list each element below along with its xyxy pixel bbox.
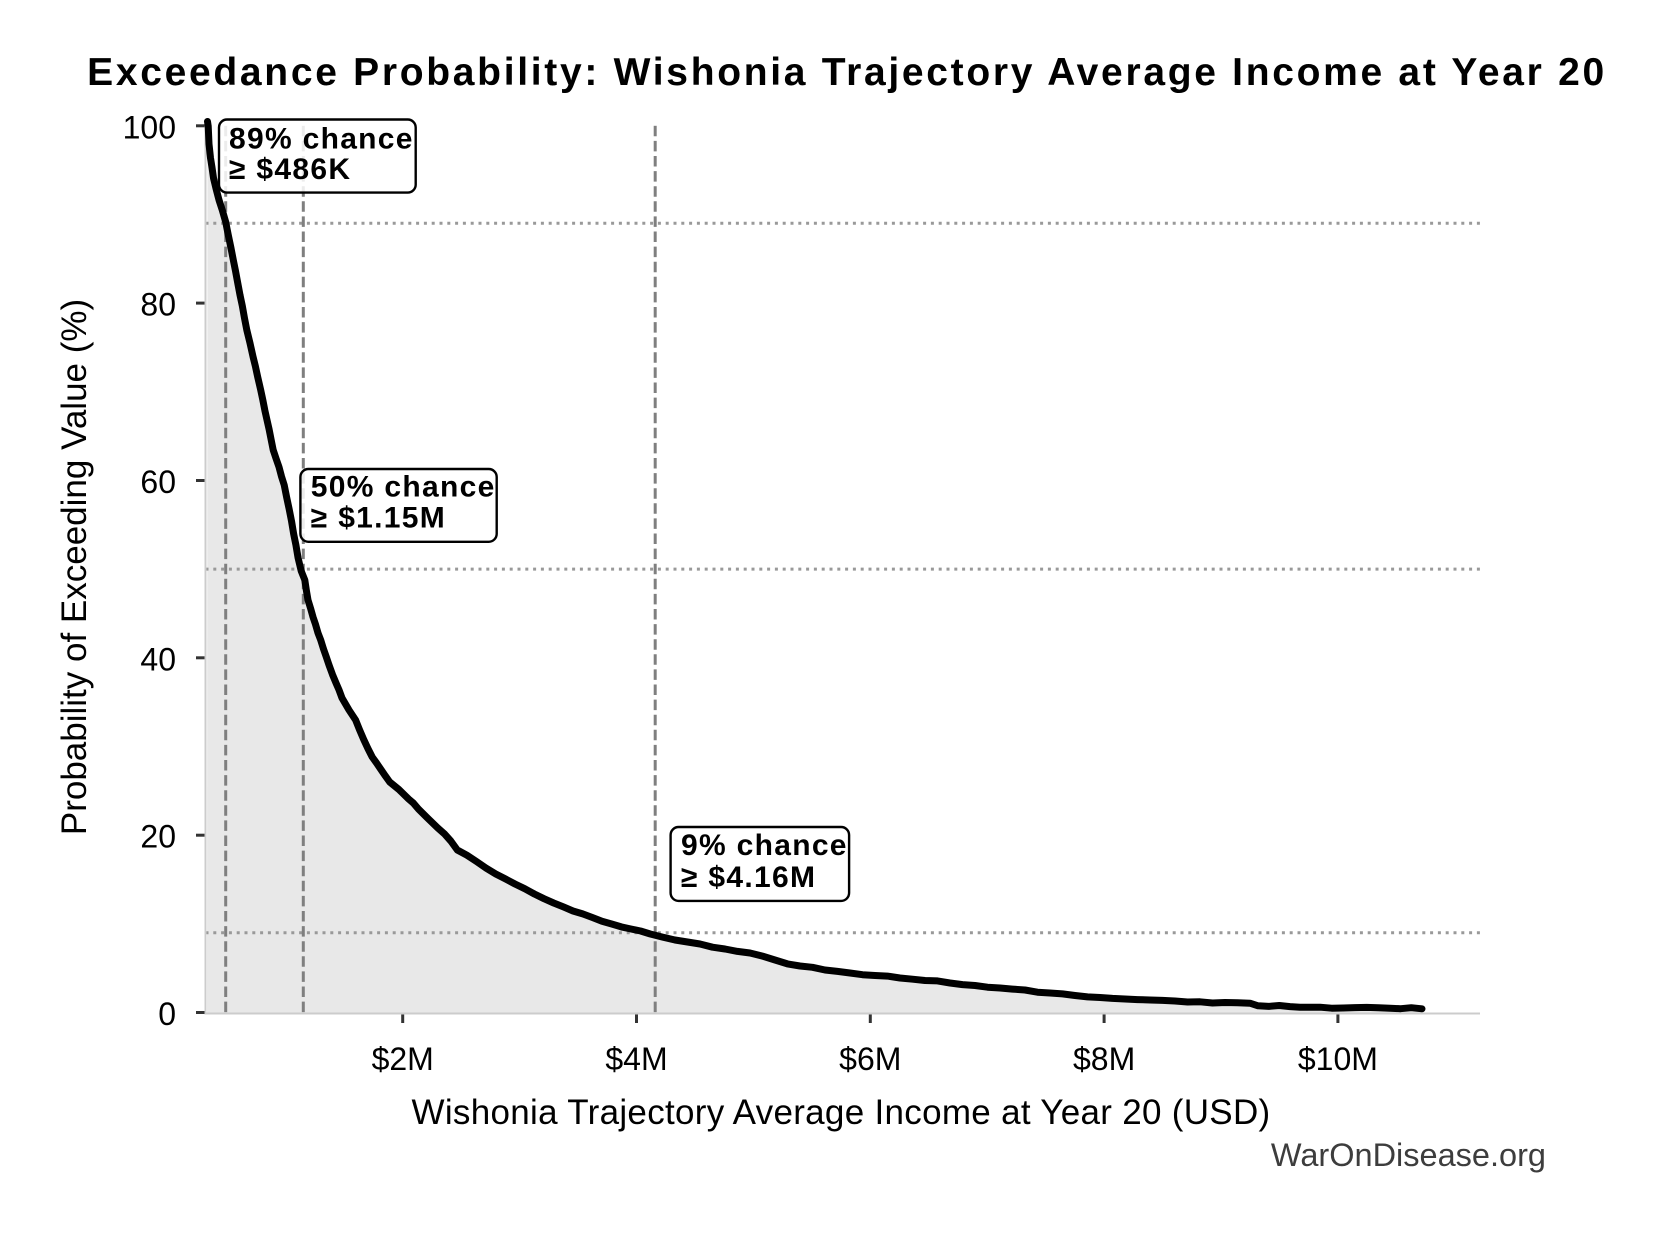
svg-text:$2M: $2M (372, 1041, 434, 1077)
svg-text:≥ $486K: ≥ $486K (229, 153, 351, 186)
svg-text:100: 100 (123, 109, 176, 145)
svg-text:Probability of Exceeding Value: Probability of Exceeding Value (%) (55, 299, 94, 835)
svg-text:≥ $4.16M: ≥ $4.16M (681, 861, 816, 894)
svg-text:$4M: $4M (605, 1041, 667, 1077)
svg-text:$10M: $10M (1298, 1041, 1378, 1077)
svg-text:50% chance: 50% chance (311, 471, 496, 504)
svg-text:89% chance: 89% chance (229, 123, 414, 156)
svg-text:9% chance: 9% chance (681, 829, 848, 862)
svg-text:0: 0 (158, 996, 176, 1032)
svg-text:WarOnDisease.org: WarOnDisease.org (1271, 1137, 1546, 1173)
svg-text:$6M: $6M (839, 1041, 901, 1077)
svg-text:20: 20 (140, 819, 176, 855)
svg-text:60: 60 (140, 464, 176, 500)
svg-text:≥ $1.15M: ≥ $1.15M (311, 502, 446, 535)
svg-text:40: 40 (140, 641, 176, 677)
svg-text:80: 80 (140, 287, 176, 323)
svg-text:$8M: $8M (1073, 1041, 1135, 1077)
svg-text:Exceedance Probability: Wishon: Exceedance Probability: Wishonia Traject… (87, 51, 1607, 94)
svg-text:Wishonia Trajectory Average In: Wishonia Trajectory Average Income at Ye… (412, 1093, 1271, 1132)
